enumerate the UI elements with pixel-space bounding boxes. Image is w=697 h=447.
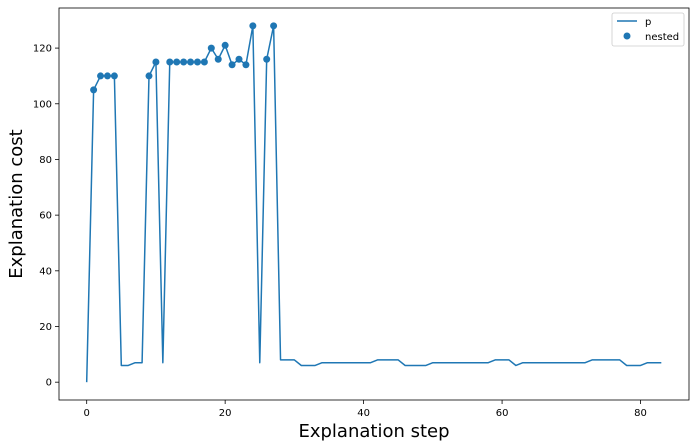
nested-point [221,41,229,49]
nested-point [242,61,250,69]
nested-point [235,55,243,63]
nested-point [270,22,278,30]
x-axis-label: Explanation step [298,421,449,442]
x-tick-label: 60 [496,408,509,419]
y-tick-label: 60 [39,211,52,222]
nested-point [207,44,215,52]
nested-point [145,72,153,80]
x-tick-label: 0 [84,408,90,419]
nested-point [103,72,111,80]
nested-point [97,72,105,80]
nested-point [249,22,257,30]
y-axis-label: Explanation cost [6,129,27,278]
nested-point [187,58,195,66]
y-tick-label: 100 [33,99,52,110]
nested-point [152,58,160,66]
nested-point [110,72,118,80]
y-tick-label: 40 [39,266,52,277]
nested-point [200,58,208,66]
nested-point [90,86,98,94]
y-tick-label: 120 [33,44,52,55]
nested-point [263,55,271,63]
nested-point [228,61,236,69]
series-layer [85,22,662,383]
x-tick-label: 40 [357,408,370,419]
nested-point [166,58,174,66]
nested-point [180,58,188,66]
legend-label-p: p [645,17,651,28]
x-axis-ticks: 0 20 40 60 80 [84,400,647,419]
y-axis-ticks: 0 20 40 60 80 100 120 [33,44,59,389]
nested-point [214,55,222,63]
y-tick-label: 0 [46,378,52,389]
nested-point [193,58,201,66]
y-tick-label: 80 [39,155,52,166]
legend-label-nested: nested [645,32,679,43]
y-tick-label: 20 [39,322,52,333]
legend: p nested [611,12,685,47]
x-tick-label: 80 [634,408,647,419]
legend-marker-swatch [623,32,631,40]
x-tick-label: 20 [219,408,232,419]
nested-point [173,58,181,66]
